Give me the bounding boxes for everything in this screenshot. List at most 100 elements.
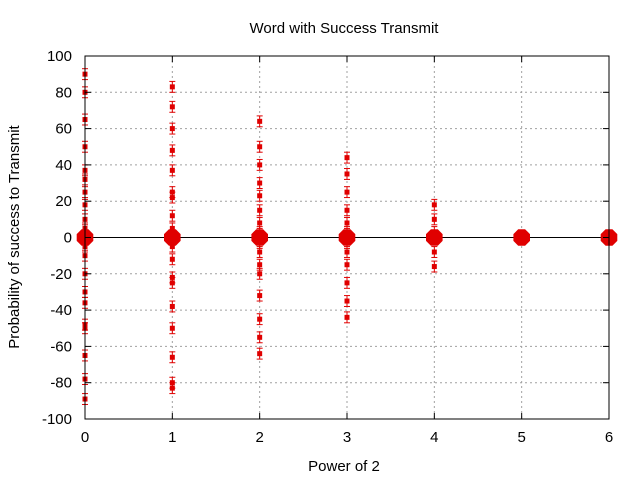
- y-tick-label: 40: [55, 157, 72, 174]
- error-bar-point: [256, 289, 263, 302]
- error-bar-point: [169, 253, 176, 266]
- y-tick-label: -80: [50, 375, 72, 392]
- error-bar-point: [256, 189, 263, 202]
- data-point-marker: [431, 216, 437, 222]
- y-tick-label: 60: [55, 121, 72, 138]
- error-bar-point: [256, 177, 263, 189]
- large-point-marker: [251, 229, 268, 246]
- y-axis-label: Probability of success to Transmit: [6, 124, 23, 348]
- data-point-marker: [257, 293, 263, 299]
- error-bar-point: [431, 213, 438, 226]
- data-point-marker: [344, 171, 350, 177]
- data-point-marker: [344, 249, 350, 255]
- data-point-marker: [257, 144, 263, 150]
- data-point-marker: [169, 303, 175, 309]
- data-point-marker: [169, 213, 175, 219]
- error-bar-point: [256, 158, 263, 171]
- data-point-marker: [169, 84, 175, 90]
- x-axis-label: Power of 2: [308, 458, 380, 475]
- large-point-marker: [426, 229, 443, 246]
- error-bar-point: [256, 246, 263, 258]
- data-point-marker: [257, 220, 263, 226]
- data-point-marker: [169, 167, 175, 173]
- y-tick-label: 80: [55, 84, 72, 101]
- data-point-marker: [344, 189, 350, 195]
- error-bar-point: [344, 168, 350, 180]
- data-point-marker: [257, 262, 263, 268]
- x-tick-label: 6: [605, 429, 613, 446]
- data-point-marker: [169, 280, 175, 286]
- y-tick-label: 20: [55, 193, 72, 210]
- y-tick-label: -100: [42, 411, 72, 428]
- data-point-marker: [169, 256, 175, 262]
- y-tick-label: -60: [50, 338, 72, 355]
- data-point-marker: [257, 316, 263, 322]
- data-point-marker: [344, 262, 350, 268]
- error-bar-point: [256, 347, 263, 360]
- error-bar-point: [169, 382, 176, 395]
- x-tick-label: 3: [343, 429, 351, 446]
- error-bar-point: [344, 246, 350, 258]
- data-point-marker: [169, 354, 175, 360]
- error-bar-point: [344, 276, 350, 289]
- error-bar-point: [256, 204, 263, 217]
- error-bar-point: [344, 258, 350, 271]
- error-bar-point: [344, 186, 350, 199]
- y-tick-label: 100: [47, 48, 72, 65]
- error-bar-point: [169, 351, 176, 364]
- x-tick-label: 5: [517, 429, 525, 446]
- error-bar-point: [169, 122, 176, 135]
- error-bar-point: [256, 313, 263, 326]
- error-bar-point: [169, 191, 176, 204]
- data-point-marker: [344, 314, 350, 320]
- data-point-marker: [257, 193, 263, 199]
- error-bar-point: [256, 140, 263, 153]
- data-point-marker: [169, 385, 175, 391]
- data-point-marker: [344, 207, 350, 213]
- data-point-marker: [344, 298, 350, 304]
- error-bar-point: [344, 311, 350, 324]
- data-point-marker: [257, 162, 263, 168]
- error-bar-point: [169, 144, 176, 157]
- error-bar-point: [169, 300, 176, 313]
- error-bar-point: [344, 295, 350, 307]
- y-tick-label: -40: [50, 302, 72, 319]
- x-tick-label: 4: [430, 429, 438, 446]
- data-point-marker: [257, 249, 263, 255]
- data-point-marker: [169, 147, 175, 153]
- error-bar-point: [431, 260, 438, 273]
- data-point-marker: [257, 334, 263, 340]
- data-point-marker: [169, 325, 175, 331]
- data-point-marker: [431, 202, 437, 208]
- data-point-marker: [257, 180, 263, 186]
- chart-title: Word with Success Transmit: [250, 20, 440, 37]
- error-bar-point: [344, 204, 350, 217]
- error-bar-point: [169, 322, 176, 335]
- y-tick-label: 0: [64, 230, 72, 247]
- error-bar-point: [169, 164, 176, 177]
- error-bar-point: [256, 331, 263, 344]
- error-bar-point: [256, 267, 263, 280]
- large-point-marker: [338, 229, 356, 246]
- data-point-marker: [169, 126, 175, 132]
- y-tick-label: -20: [50, 266, 72, 283]
- data-point-marker: [257, 207, 263, 213]
- data-points: [76, 68, 618, 405]
- error-bar-point: [169, 276, 176, 289]
- data-point-marker: [431, 249, 437, 255]
- error-bar-point: [431, 246, 438, 258]
- data-point-marker: [344, 220, 350, 226]
- large-point-marker: [164, 229, 181, 246]
- data-point-marker: [169, 244, 175, 250]
- large-point-marker: [513, 229, 530, 246]
- data-point-marker: [257, 271, 263, 277]
- x-tick-label: 2: [255, 429, 263, 446]
- data-point-marker: [344, 280, 350, 286]
- data-point-marker: [169, 225, 175, 231]
- error-bar-point: [256, 115, 263, 128]
- data-point-marker: [257, 118, 263, 124]
- data-point-marker: [169, 195, 175, 201]
- error-bar-point: [169, 80, 176, 93]
- data-point-marker: [169, 104, 175, 110]
